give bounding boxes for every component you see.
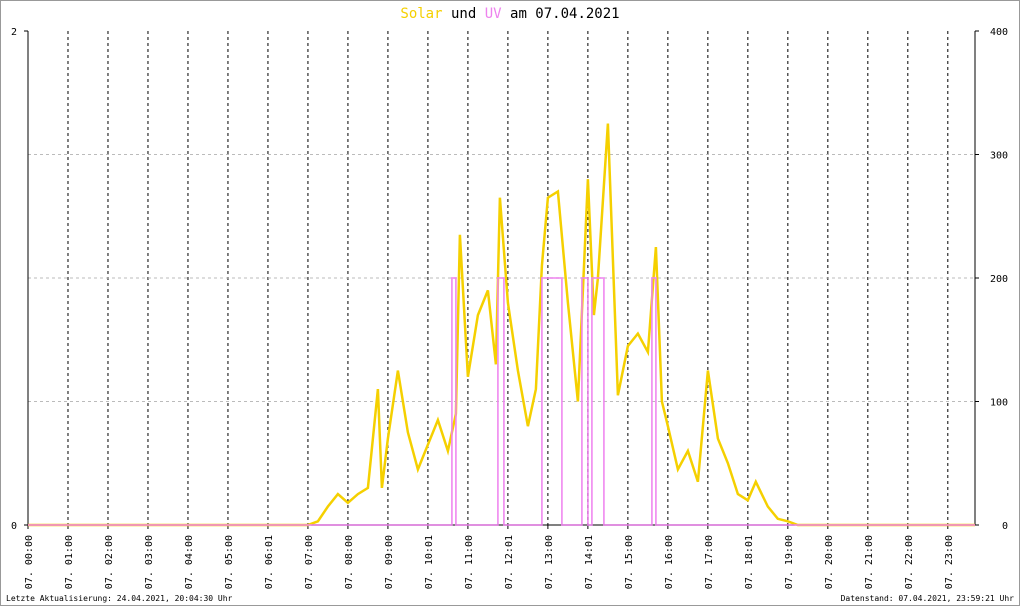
footer-right: Datenstand: 07.04.2021, 23:59:21 Uhr (841, 594, 1015, 603)
x-tick-label: 07. 14:01 (584, 535, 595, 589)
title-solar: Solar (400, 6, 442, 22)
x-tick-label: 07. 15:00 (624, 535, 635, 589)
x-tick-label: 07. 16:00 (664, 535, 675, 589)
x-tick-label: 07. 01:00 (64, 535, 75, 589)
y2-tick-label: 400 (990, 27, 1008, 38)
x-tick-label: 07. 03:00 (144, 535, 155, 589)
x-tick-label: 07. 13:00 (544, 535, 555, 589)
x-tick-label: 07. 06:01 (264, 535, 275, 589)
x-tick-label: 07. 22:00 (904, 535, 915, 589)
title-mid: und (451, 6, 476, 22)
y-tick-label: 0 (11, 521, 17, 532)
x-tick-label: 07. 12:01 (504, 535, 515, 589)
series-line (28, 123, 975, 527)
x-tick-label: 07. 00:00 (24, 535, 35, 589)
x-tick-label: 07. 05:00 (224, 535, 235, 589)
x-tick-label: 07. 11:00 (464, 535, 475, 589)
title-end: am 07.04.2021 (510, 6, 620, 22)
series-line (28, 277, 975, 526)
y2-tick-label: 300 (990, 151, 1008, 162)
x-tick-label: 07. 04:00 (184, 535, 195, 589)
x-tick-label: 07. 19:00 (784, 535, 795, 589)
x-tick-label: 07. 07:00 (304, 535, 315, 589)
footer-left: Letzte Aktualisierung: 24.04.2021, 20:04… (6, 594, 233, 603)
x-tick-label: 07. 18:01 (744, 535, 755, 589)
x-tick-label: 07. 23:00 (944, 535, 955, 589)
x-tick-label: 07. 17:00 (704, 535, 715, 589)
y2-tick-label: 200 (990, 274, 1008, 285)
x-tick-label: 07. 21:00 (864, 535, 875, 589)
title-uv: UV (485, 6, 502, 22)
x-tick-label: 07. 08:00 (344, 535, 355, 589)
x-tick-label: 07. 10:01 (424, 535, 435, 589)
x-tick-label: 07. 02:00 (104, 535, 115, 589)
y2-tick-label: 100 (990, 398, 1008, 409)
chart-title: Solar und UV am 07.04.2021 (400, 6, 619, 22)
x-tick-label: 07. 09:00 (384, 535, 395, 589)
y2-tick-label: 0 (1002, 521, 1008, 532)
y-tick-label: 2 (11, 27, 17, 38)
x-tick-label: 07. 20:00 (824, 535, 835, 589)
